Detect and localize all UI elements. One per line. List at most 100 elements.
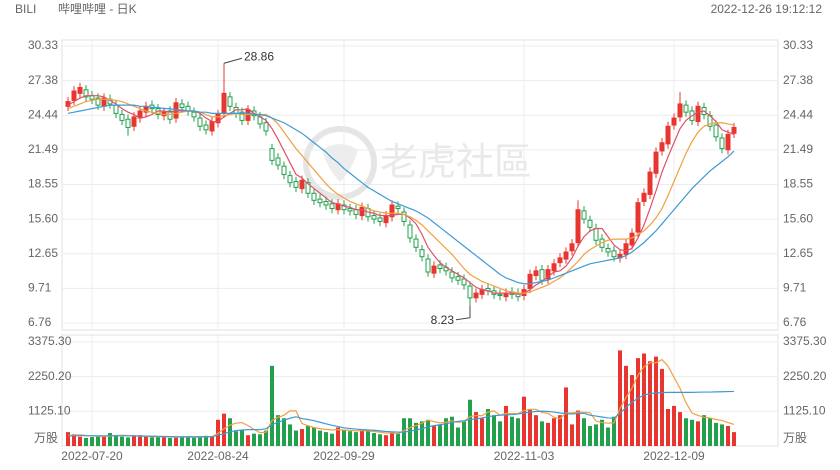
candle-body (641, 192, 647, 202)
volume-bar (234, 431, 238, 446)
volume-bar (264, 430, 268, 446)
candle-body (563, 251, 569, 260)
candle-body (533, 270, 539, 277)
y-tick-label-right: 27.38 (783, 73, 813, 87)
volume-bar (546, 422, 550, 446)
ma-line (67, 95, 735, 295)
volume-bar (270, 365, 274, 446)
candle-body (497, 293, 503, 296)
volume-bar (342, 429, 346, 446)
y-tick-label-right: 9.71 (783, 281, 807, 295)
volume-bar (348, 431, 352, 446)
candle-body (299, 179, 305, 190)
volume-bar (630, 375, 634, 446)
candle-body (545, 269, 551, 280)
volume-bar (672, 405, 676, 446)
watermark: 老虎社區 (303, 126, 532, 200)
volume-ma-line (67, 358, 735, 438)
candle-body (71, 90, 77, 101)
y-tick-label: 18.55 (28, 177, 58, 191)
candle-body (551, 263, 557, 272)
ma-line (67, 98, 735, 294)
candle-body (437, 264, 443, 269)
candle-body (413, 238, 419, 248)
price-frame (61, 39, 779, 331)
volume-bar (186, 437, 190, 446)
candle-body (713, 124, 719, 138)
volume-bar (114, 434, 118, 446)
volume-bar (204, 435, 208, 446)
volume-bar (384, 435, 388, 446)
volume-bar (474, 412, 478, 446)
volume-bar (450, 416, 454, 446)
volume-bar (516, 418, 520, 446)
candle-body (341, 204, 347, 211)
max-pointer (223, 57, 243, 64)
candle-body (461, 278, 467, 286)
y-tick-label-right: 24.44 (783, 107, 813, 121)
volume-bar (408, 418, 412, 446)
candle-body (539, 269, 545, 281)
y-tick-label-right: 21.49 (783, 142, 813, 156)
candle-body (215, 114, 221, 124)
volume-unit: 万股 (34, 431, 58, 445)
max-label: 28.86 (244, 49, 274, 63)
volume-bar (108, 433, 112, 446)
volume-bar (156, 437, 160, 446)
y-tick-label-right: 6.76 (783, 315, 807, 329)
x-tick-label: 2022-07-20 (61, 449, 123, 463)
volume-bar (222, 413, 226, 446)
volume-bar (66, 432, 70, 446)
volume-bar (138, 435, 142, 446)
candle-body (317, 198, 323, 204)
volume-bar (120, 436, 124, 446)
volume-bar (324, 432, 328, 446)
candle-body (527, 273, 533, 289)
candle-body (653, 151, 659, 174)
candle-body (383, 215, 389, 224)
candle-body (731, 126, 737, 134)
volume-bar (552, 418, 556, 446)
volume-bar (570, 424, 574, 446)
volume-bar (582, 418, 586, 446)
volume-tick-label-right: 1125.10 (783, 403, 826, 417)
candle-body (623, 243, 629, 255)
volume-bar (648, 361, 652, 446)
candle-body (467, 285, 473, 299)
volume-bar (636, 358, 640, 446)
volume-bar (240, 429, 244, 446)
volume-bar (252, 433, 256, 446)
candle-body (683, 104, 689, 113)
candle-body (125, 118, 131, 128)
volume-bar (510, 416, 514, 446)
candle-body (401, 211, 407, 222)
candle-body (221, 92, 227, 114)
volume-bar (732, 432, 736, 446)
candle-body (449, 271, 455, 279)
candle-body (389, 204, 395, 218)
volume-bar (642, 353, 646, 446)
candle-body (275, 157, 281, 166)
candle-body (581, 210, 587, 220)
volume-bar (600, 419, 604, 446)
candle-body (119, 114, 125, 121)
y-tick-label-right: 30.33 (783, 38, 813, 52)
chart-title: 哔哩哔哩 - 日K (58, 2, 137, 16)
candle-body (95, 97, 101, 106)
candle-body (359, 206, 365, 217)
candle-body (353, 209, 359, 215)
candle-body (209, 121, 215, 132)
volume-bar (102, 435, 106, 446)
candle-body (293, 181, 299, 188)
volume-bar (612, 416, 616, 446)
candle-body (77, 86, 83, 94)
volume-bar (330, 433, 334, 446)
volume-bar (420, 421, 424, 446)
volume-tick-label-right: 3375.30 (783, 334, 827, 348)
candle-body (203, 124, 209, 131)
candle-body (305, 182, 311, 194)
volume-bar (180, 436, 184, 446)
volume-bar (468, 399, 472, 446)
volume-bar (456, 427, 460, 446)
